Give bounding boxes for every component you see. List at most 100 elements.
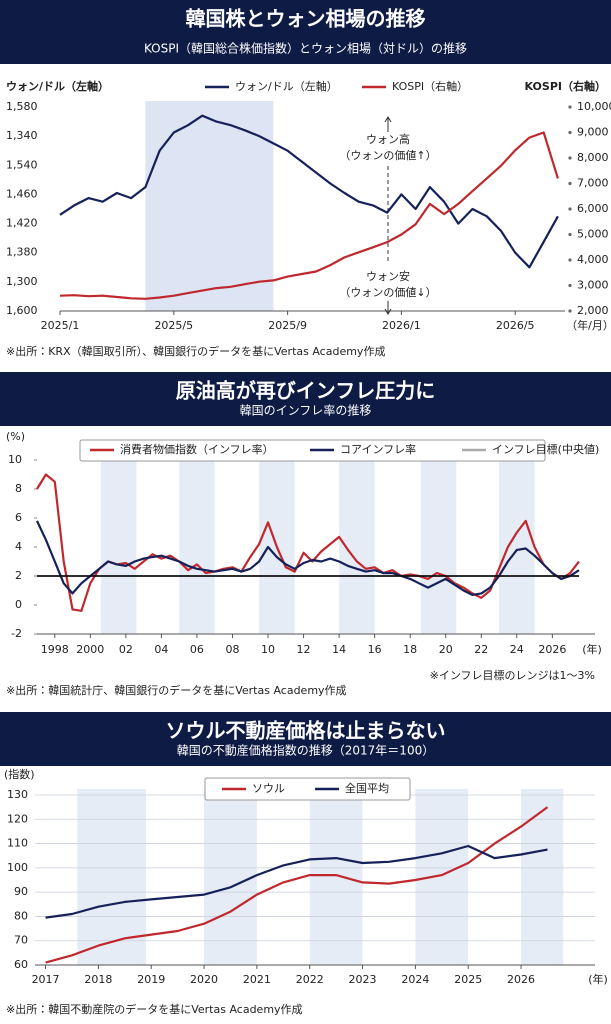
arrow-up — [384, 116, 392, 132]
y-axis-label: 1,300 — [6, 275, 38, 288]
annotation: ウォン高 — [366, 132, 410, 146]
y2-tick-mark — [568, 156, 572, 160]
x-tick-label: 14 — [332, 643, 346, 656]
x-tick-label: 2021 — [243, 973, 271, 986]
x-tick-label: 2023 — [349, 973, 377, 986]
y-tick-label: 10 — [8, 453, 22, 466]
y-axis-label: 1,540 — [6, 158, 38, 171]
chart-title: 韓国株とウォン相場の推移 — [186, 7, 426, 31]
annotation: （ウォンの価値↓） — [339, 286, 436, 299]
shaded-period — [521, 789, 564, 965]
shaded-period — [100, 454, 137, 634]
header-band — [0, 712, 611, 766]
y-unit: (%) — [6, 430, 25, 443]
x-tick-label: 2017 — [32, 973, 60, 986]
shaded-period — [309, 789, 363, 965]
shaded-period — [204, 789, 257, 965]
y-axis-label: 1,600 — [6, 304, 38, 317]
x-unit: (年) — [582, 642, 602, 656]
data-line — [45, 844, 548, 919]
x-tick-label: 08 — [225, 643, 239, 656]
x-tick-label: 2025/1 — [41, 319, 80, 332]
y-axis-label: 1,420 — [6, 217, 38, 230]
x-tick-label: 2025/9 — [268, 319, 307, 332]
x-tick-label: 2026 — [507, 973, 535, 986]
y-axis-title: ウォン/ドル（左軸） — [6, 79, 109, 93]
x-tick-label: 24 — [510, 643, 524, 656]
legend-label: ソウル — [252, 782, 285, 795]
y-axis-label: 1,380 — [6, 246, 38, 259]
chart-title: ソウル不動産価格は止まらない — [166, 719, 446, 743]
y-tick-label: 2 — [15, 569, 22, 582]
x-tick-label: 2025/5 — [154, 319, 193, 332]
shaded-period — [77, 789, 146, 965]
x-tick-label: 04 — [154, 643, 168, 656]
y2-tick-label: 3,000 — [577, 279, 609, 292]
y-tick-label: 110 — [7, 837, 28, 850]
x-tick-label: 1998 — [41, 643, 69, 656]
y-tick-label: 90 — [14, 885, 28, 898]
x-tick-label: 22 — [474, 643, 488, 656]
annotation: ウォン安 — [366, 270, 410, 283]
x-tick-label: 18 — [403, 643, 417, 656]
y-tick-label: 4 — [15, 540, 22, 553]
data-line — [59, 114, 559, 269]
y-tick-label: 80 — [14, 909, 28, 922]
y2-tick-mark — [568, 283, 572, 288]
chart-subtitle: 韓国の不動産価格指数の推移（2017年＝100） — [177, 743, 434, 758]
legend-label: インフレ目標(中央値) — [492, 442, 599, 456]
data-line — [36, 520, 580, 596]
y2-tick-label: 10,000 — [577, 100, 611, 113]
y-tick-label: -2 — [11, 627, 22, 640]
y2-tick-label: 7,000 — [577, 177, 609, 190]
chart-subtitle: 韓国のインフレ率の推移 — [240, 403, 372, 418]
shaded-period — [179, 454, 215, 634]
y2-tick-label: 5,000 — [577, 228, 609, 241]
x-tick-label: 06 — [190, 643, 204, 656]
y2-tick-label: 9,000 — [577, 126, 609, 139]
x-tick-label: 20 — [439, 643, 453, 656]
x-tick-label: 2022 — [296, 973, 324, 986]
annotation: （ウォンの価値↑） — [339, 149, 436, 162]
data-line — [45, 806, 549, 964]
y-tick-label: 6 — [15, 511, 22, 524]
y2-tick-mark — [568, 207, 572, 211]
legend-label: 全国平均 — [345, 781, 389, 795]
y2-tick-mark — [568, 130, 572, 135]
y2-tick-mark — [568, 181, 572, 186]
y2-tick-label: 2,000 — [577, 304, 609, 317]
y2-tick-mark — [568, 105, 572, 109]
arrow-down — [384, 300, 392, 315]
legend-box — [204, 777, 411, 801]
y-tick-label: 130 — [7, 788, 28, 801]
shaded-period — [420, 454, 457, 634]
x-tick-label: 2026 — [538, 643, 566, 656]
x-tick-label: 10 — [261, 643, 275, 656]
legend-label: 消費者物価指数（インフレ率） — [120, 442, 274, 456]
y2-tick-label: 8,000 — [577, 151, 609, 164]
y2-tick-mark — [568, 232, 572, 237]
data-line — [59, 131, 559, 300]
y2-axis-title: KOSPI（右軸） — [525, 79, 606, 93]
note: ※インフレ目標のレンジは1〜3% — [430, 668, 595, 682]
x-tick-label: 16 — [368, 643, 382, 656]
header-band — [0, 0, 611, 64]
y2-tick-label: 4,000 — [577, 253, 609, 266]
y2-tick-mark — [568, 309, 572, 313]
x-tick-label: 2026/1 — [382, 319, 421, 332]
x-tick-label: 02 — [119, 643, 133, 656]
shaded-period — [145, 101, 274, 311]
x-unit: （年/月） — [566, 318, 611, 332]
legend-label: KOSPI（右軸） — [392, 79, 468, 93]
source: ※出所：韓国統計庁、韓国銀行のデータを基にVertas Academy作成 — [6, 683, 347, 697]
x-tick-label: 2024 — [401, 973, 429, 986]
y-axis-label: 1,340 — [6, 129, 38, 142]
y-tick-label: 8 — [15, 482, 22, 495]
header-band — [0, 372, 611, 426]
y-axis-label: 1,580 — [6, 100, 38, 113]
y-tick-label: 100 — [7, 861, 28, 874]
chart-title: 原油高が再びインフレ圧力に — [176, 379, 435, 403]
y-axis-label: 1,460 — [6, 187, 38, 200]
